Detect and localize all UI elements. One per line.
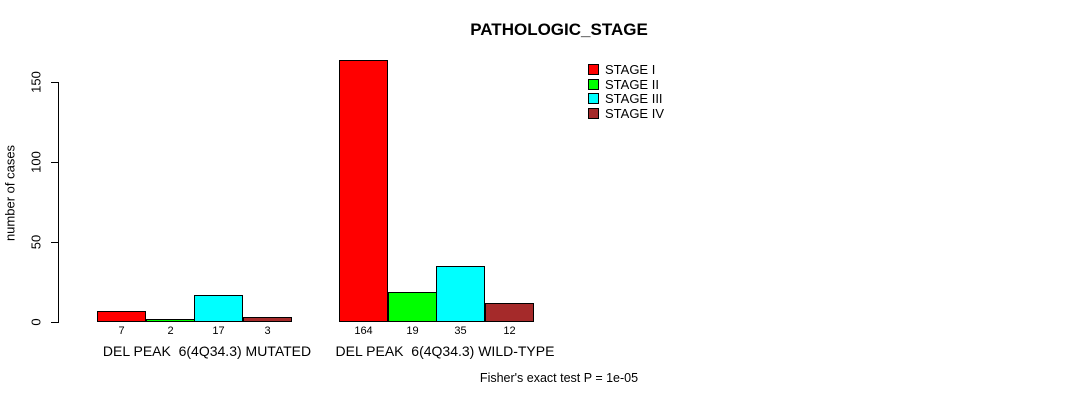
y-tick-label-100: 100 <box>28 151 44 173</box>
footnote-fishers-test: Fisher's exact test P = 1e-05 <box>479 371 639 385</box>
bar-value-mutated-stage-i: 7 <box>118 325 125 337</box>
bar-mutated-stage-iii <box>194 295 243 322</box>
legend-item-stage-iv: STAGE IV <box>588 106 664 121</box>
legend-label-stage-iv: STAGE IV <box>605 105 664 121</box>
bar-wild-type-stage-iii <box>436 266 485 322</box>
y-tick-label-150: 150 <box>28 71 44 93</box>
bar-value-mutated-stage-ii: 2 <box>167 325 174 337</box>
y-tick-50 <box>51 242 58 243</box>
legend-label-stage-i: STAGE I <box>605 61 656 77</box>
y-axis-line <box>58 82 59 323</box>
bar-value-wild-type-stage-iv: 12 <box>503 325 516 337</box>
y-tick-label-0: 0 <box>28 318 44 326</box>
legend-item-stage-iii: STAGE III <box>588 91 664 106</box>
legend: STAGE I STAGE II STAGE III STAGE IV <box>588 62 664 121</box>
bar-wild-type-stage-ii <box>388 292 437 322</box>
y-axis-title: number of cases <box>2 144 18 242</box>
legend-swatch-stage-ii <box>588 78 599 90</box>
group-label-mutated: DEL PEAK 6(4Q34.3) MUTATED <box>102 343 312 359</box>
legend-swatch-stage-iii <box>588 93 599 105</box>
bar-mutated-stage-iv <box>243 317 292 322</box>
y-tick-label-50: 50 <box>28 234 44 250</box>
bar-value-mutated-stage-iv: 3 <box>264 325 271 337</box>
bar-wild-type-stage-i <box>339 60 388 322</box>
group-label-wild-type: DEL PEAK 6(4Q34.3) WILD-TYPE <box>335 343 555 359</box>
bar-value-mutated-stage-iii: 17 <box>212 325 225 337</box>
y-tick-100 <box>51 162 58 163</box>
legend-swatch-stage-i <box>588 63 599 75</box>
bar-value-wild-type-stage-ii: 19 <box>406 325 419 337</box>
chart-title: PATHOLOGIC_STAGE <box>470 20 648 39</box>
y-tick-0 <box>51 322 58 323</box>
bar-mutated-stage-i <box>97 311 146 322</box>
bar-wild-type-stage-iv <box>485 303 534 322</box>
bar-mutated-stage-ii <box>146 319 195 322</box>
bar-value-wild-type-stage-i: 164 <box>354 325 373 337</box>
legend-label-stage-ii: STAGE II <box>605 76 659 92</box>
legend-item-stage-ii: STAGE II <box>588 77 664 92</box>
legend-label-stage-iii: STAGE III <box>605 91 663 107</box>
bar-value-wild-type-stage-iii: 35 <box>454 325 467 337</box>
legend-swatch-stage-iv <box>588 107 599 119</box>
legend-item-stage-i: STAGE I <box>588 62 664 77</box>
y-tick-150 <box>51 82 58 83</box>
